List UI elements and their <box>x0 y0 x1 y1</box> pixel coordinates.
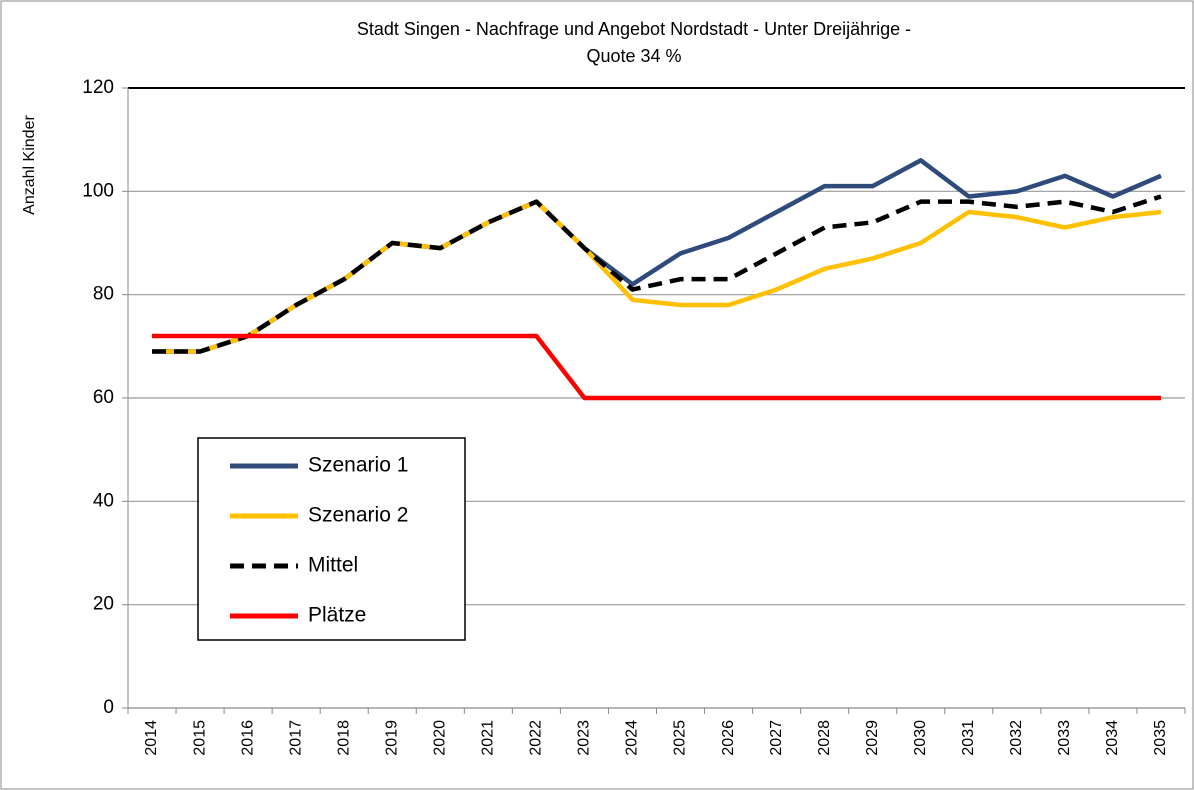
x-tick-label: 2035 <box>1152 720 1169 756</box>
y-tick-label: 120 <box>82 77 114 98</box>
y-tick-label: 20 <box>93 594 114 615</box>
x-tick-label: 2034 <box>1104 720 1121 756</box>
x-tick-label: 2014 <box>143 720 160 756</box>
chart-title: Stadt Singen - Nachfrage und Angebot Nor… <box>357 19 911 39</box>
x-tick-label: 2025 <box>672 720 689 756</box>
x-tick-label: 2018 <box>335 720 352 756</box>
x-tick-label: 2028 <box>816 720 833 756</box>
x-tick-label: 2020 <box>432 720 449 756</box>
legend-label: Mittel <box>308 554 358 577</box>
legend-label: Szenario 2 <box>308 504 408 527</box>
chart-title: Quote 34 % <box>586 46 681 66</box>
x-tick-label: 2022 <box>528 720 545 756</box>
x-tick-label: 2030 <box>912 720 929 756</box>
y-tick-label: 80 <box>93 284 114 305</box>
x-tick-label: 2016 <box>239 720 256 756</box>
x-tick-label: 2026 <box>720 720 737 756</box>
x-tick-label: 2017 <box>287 720 304 756</box>
x-tick-label: 2024 <box>624 720 641 756</box>
x-tick-label: 2019 <box>383 720 400 756</box>
y-tick-label: 40 <box>93 490 114 511</box>
y-tick-label: 0 <box>103 697 114 718</box>
series-line <box>152 194 1162 354</box>
x-tick-label: 2027 <box>768 720 785 756</box>
x-tick-label: 2021 <box>480 720 497 756</box>
x-tick-label: 2015 <box>191 720 208 756</box>
y-axis-label: Anzahl Kinder <box>21 115 38 215</box>
x-tick-label: 2031 <box>960 720 977 756</box>
x-tick-label: 2033 <box>1056 720 1073 756</box>
legend-box <box>197 437 466 641</box>
legend-label: Szenario 1 <box>308 454 408 477</box>
x-tick-label: 2029 <box>864 720 881 756</box>
x-tick-label: 2023 <box>576 720 593 756</box>
legend-label: Plätze <box>308 604 366 627</box>
x-tick-label: 2032 <box>1008 720 1025 756</box>
y-tick-label: 60 <box>93 387 114 408</box>
y-tick-label: 100 <box>82 180 114 201</box>
series-line <box>152 333 1161 401</box>
